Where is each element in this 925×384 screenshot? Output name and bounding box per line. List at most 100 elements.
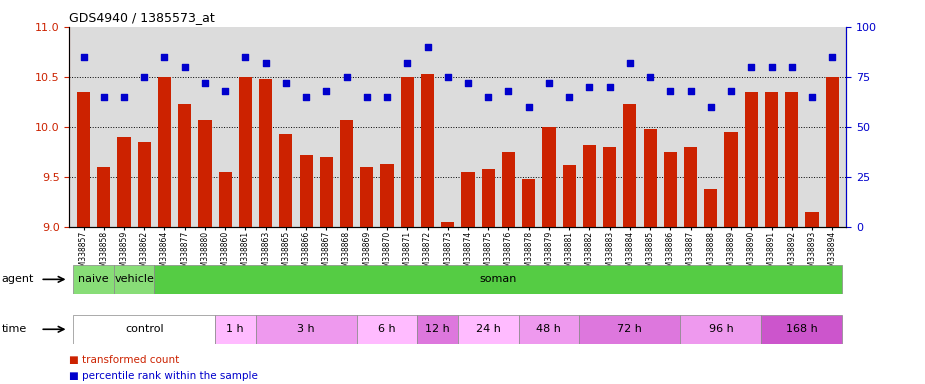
Bar <box>421 74 434 227</box>
Bar <box>603 147 616 227</box>
Bar <box>300 155 313 227</box>
Bar <box>215 315 255 344</box>
Text: agent: agent <box>2 274 34 285</box>
Text: time: time <box>2 324 27 334</box>
Bar <box>138 142 151 227</box>
Bar <box>681 315 761 344</box>
Bar <box>519 315 579 344</box>
Bar <box>502 152 515 227</box>
Bar <box>761 315 843 344</box>
Point <box>825 54 840 60</box>
Point <box>623 60 637 66</box>
Bar <box>218 172 232 227</box>
Bar <box>522 179 536 227</box>
Bar <box>785 92 798 227</box>
Bar <box>826 77 839 227</box>
Bar <box>583 145 596 227</box>
Bar <box>462 172 475 227</box>
Bar <box>154 265 843 294</box>
Text: ■ percentile rank within the sample: ■ percentile rank within the sample <box>69 371 258 381</box>
Bar <box>380 164 394 227</box>
Text: 168 h: 168 h <box>786 324 818 334</box>
Point <box>319 88 334 94</box>
Point <box>217 88 232 94</box>
Text: 3 h: 3 h <box>297 324 314 334</box>
Bar <box>114 265 154 294</box>
Text: 96 h: 96 h <box>709 324 734 334</box>
Bar <box>198 120 212 227</box>
Point <box>501 88 516 94</box>
Text: 6 h: 6 h <box>378 324 396 334</box>
Bar <box>579 315 681 344</box>
Bar <box>458 315 519 344</box>
Point <box>339 74 354 80</box>
Bar <box>562 165 575 227</box>
Point <box>420 44 435 50</box>
Bar <box>239 77 252 227</box>
Bar <box>806 212 819 227</box>
Point <box>461 80 475 86</box>
Text: control: control <box>125 324 164 334</box>
Point <box>157 54 172 60</box>
Point <box>744 64 758 70</box>
Point <box>541 80 556 86</box>
Bar <box>417 315 458 344</box>
Bar <box>73 265 114 294</box>
Point <box>117 94 131 100</box>
Bar <box>644 129 657 227</box>
Bar <box>340 120 353 227</box>
Point <box>299 94 314 100</box>
Bar <box>259 79 272 227</box>
Point <box>602 84 617 90</box>
Point <box>805 94 820 100</box>
Point <box>784 64 799 70</box>
Bar <box>664 152 677 227</box>
Text: 48 h: 48 h <box>536 324 561 334</box>
Bar <box>745 92 758 227</box>
Point <box>76 54 91 60</box>
Bar <box>320 157 333 227</box>
Text: soman: soman <box>480 274 517 285</box>
Bar <box>441 222 454 227</box>
Bar <box>279 134 292 227</box>
Bar <box>77 92 90 227</box>
Text: GDS4940 / 1385573_at: GDS4940 / 1385573_at <box>69 12 216 25</box>
Point <box>481 94 496 100</box>
Bar <box>765 92 778 227</box>
Text: ■ transformed count: ■ transformed count <box>69 355 179 365</box>
Point <box>198 80 213 86</box>
Bar <box>724 132 737 227</box>
Bar <box>360 167 374 227</box>
Point <box>522 104 536 110</box>
Point <box>723 88 738 94</box>
Point <box>137 74 152 80</box>
Point <box>278 80 293 86</box>
Text: 72 h: 72 h <box>617 324 642 334</box>
Point <box>764 64 779 70</box>
Text: 1 h: 1 h <box>227 324 244 334</box>
Point <box>440 74 455 80</box>
Bar <box>542 127 556 227</box>
Point <box>379 94 394 100</box>
Text: 24 h: 24 h <box>475 324 500 334</box>
Bar <box>255 315 357 344</box>
Bar <box>357 315 417 344</box>
Point <box>178 64 192 70</box>
Point <box>582 84 597 90</box>
Bar <box>97 167 110 227</box>
Text: naive: naive <box>79 274 109 285</box>
Text: 12 h: 12 h <box>426 324 450 334</box>
Bar <box>117 137 130 227</box>
Point <box>258 60 273 66</box>
Text: vehicle: vehicle <box>114 274 154 285</box>
Bar <box>401 77 413 227</box>
Point <box>663 88 678 94</box>
Bar <box>623 104 636 227</box>
Point <box>643 74 658 80</box>
Point <box>400 60 414 66</box>
Point <box>703 104 718 110</box>
Bar <box>73 315 215 344</box>
Bar <box>158 77 171 227</box>
Point <box>684 88 698 94</box>
Point <box>96 94 111 100</box>
